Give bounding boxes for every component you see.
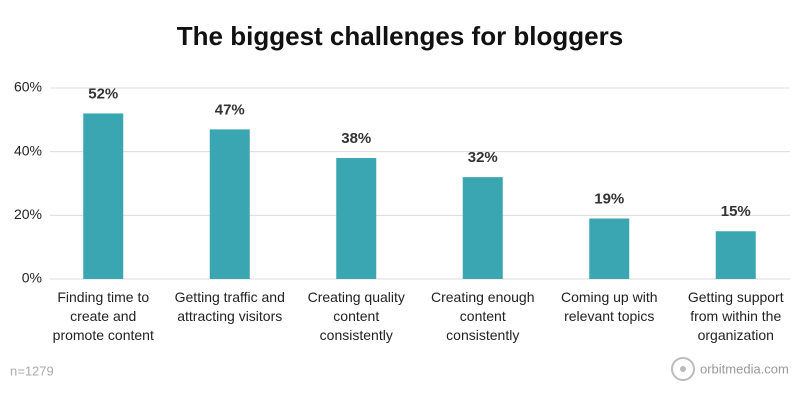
value-label: 15% bbox=[721, 203, 751, 220]
chart-title: The biggest challenges for bloggers bbox=[177, 21, 623, 51]
bar bbox=[589, 218, 630, 279]
x-tick-label: Coming up with relevant topics bbox=[561, 289, 658, 324]
logo-icon bbox=[671, 357, 695, 381]
y-tick-label: 40% bbox=[14, 142, 42, 158]
value-label: 19% bbox=[594, 190, 624, 207]
x-tick-label: Getting support from within the organiza… bbox=[687, 289, 784, 343]
x-tick-label: Creating quality content consistently bbox=[307, 289, 405, 343]
y-tick-label: 60% bbox=[14, 79, 42, 95]
logo-dot bbox=[680, 366, 686, 372]
x-tick-label: Getting traffic and attracting visitors bbox=[174, 289, 285, 324]
bar bbox=[83, 113, 124, 279]
value-label: 47% bbox=[215, 101, 245, 118]
x-tick-label: Finding time to create and promote conte… bbox=[52, 289, 154, 343]
bar bbox=[209, 129, 250, 279]
source-logo: orbitmedia.com bbox=[700, 361, 789, 376]
value-label: 38% bbox=[341, 130, 371, 147]
value-label: 52% bbox=[88, 85, 118, 102]
y-tick-label: 20% bbox=[14, 206, 42, 222]
value-label: 32% bbox=[468, 149, 498, 166]
bar bbox=[462, 177, 503, 279]
bar bbox=[336, 158, 377, 279]
bar bbox=[715, 231, 756, 279]
x-tick-label: Creating enough content consistently bbox=[430, 289, 535, 343]
y-tick-label: 0% bbox=[22, 270, 42, 286]
sample-note: n=1279 bbox=[10, 363, 54, 378]
